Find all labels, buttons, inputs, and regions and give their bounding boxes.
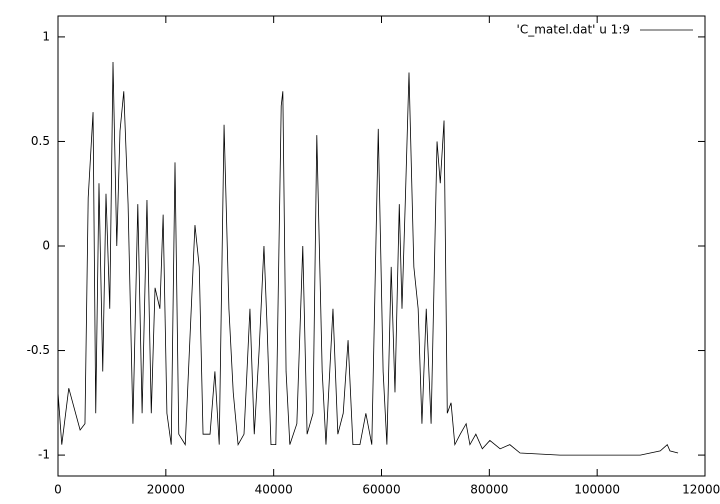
plot-frame (57, 15, 706, 477)
x-tick-label: 40000 (255, 483, 293, 497)
y-tick-label: 0.5 (31, 134, 50, 148)
y-tick-label: -1 (38, 448, 50, 462)
y-tick-label: 1 (42, 29, 50, 43)
x-tick-label: 0 (54, 483, 62, 497)
x-tick-label: 60000 (362, 483, 400, 497)
x-tick-label: 100000 (574, 483, 620, 497)
x-tick-label: 80000 (470, 483, 508, 497)
legend-label: 'C_matel.dat' u 1:9 (517, 23, 630, 37)
x-tick-label: 120000 (682, 483, 720, 497)
y-tick-label: 0 (42, 239, 50, 253)
y-tick-label: -0.5 (27, 343, 50, 357)
data-line (57, 61, 679, 456)
x-tick-label: 20000 (147, 483, 185, 497)
